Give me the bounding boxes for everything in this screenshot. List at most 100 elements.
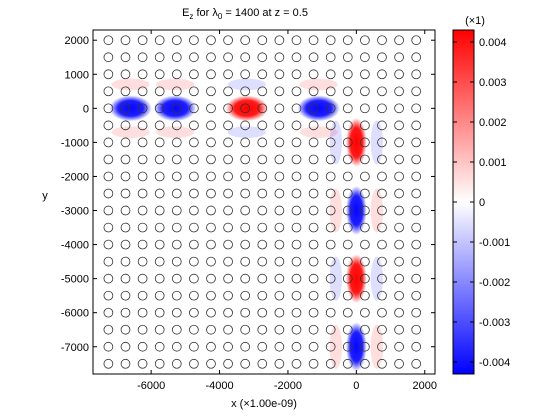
lattice-hole (394, 307, 404, 318)
lattice-hole (137, 290, 148, 301)
lattice-hole (154, 120, 165, 131)
lattice-hole (274, 239, 285, 250)
lattice-hole (325, 307, 336, 318)
lattice-hole (171, 256, 182, 267)
x-axis-label: x (×1.00e-09) (231, 398, 297, 410)
lattice-hole (360, 120, 370, 131)
colorbar-ticks: 0.004 0.003 0.002 0.001 0 -0.001 -0.002 -0.003 -… (453, 37, 510, 369)
lattice-hole (308, 120, 319, 131)
lattice-hole (257, 205, 268, 216)
lattice-hole (342, 256, 353, 267)
lattice-hole (206, 341, 216, 352)
lattice-hole (206, 188, 216, 199)
lattice-hole (103, 188, 114, 199)
chart-title: Ez for λ0 = 1400 at z = 0.5 (182, 7, 308, 21)
lattice-hole (411, 324, 422, 335)
lattice-hole (206, 171, 216, 182)
lattice-hole (377, 324, 387, 335)
lattice-hole (240, 188, 251, 199)
lattice-hole (274, 324, 285, 335)
lattice-hole (257, 154, 268, 165)
lattice-hole (360, 171, 370, 182)
lattice-layer (103, 35, 422, 369)
lattice-hole (308, 69, 319, 80)
lattice-hole (120, 171, 131, 182)
lattice-hole (223, 69, 233, 80)
lattice-hole (394, 154, 404, 165)
lattice-hole (325, 188, 336, 199)
lattice-hole (360, 341, 370, 352)
lattice-hole (360, 222, 370, 233)
colorbar-tick-label: -0.002 (479, 277, 510, 289)
title-sub2: 0 (218, 12, 223, 21)
y-tick-label: 0 (83, 103, 89, 115)
lattice-hole (137, 239, 148, 250)
lattice-hole (189, 154, 199, 165)
lattice-hole (274, 188, 285, 199)
lattice-hole (377, 290, 387, 301)
lattice-hole (325, 222, 336, 233)
lattice-hole (360, 188, 370, 199)
lattice-hole (411, 120, 422, 131)
lattice-hole (103, 137, 114, 148)
lattice-hole (411, 222, 422, 233)
lattice-hole (360, 52, 370, 63)
lattice-hole (189, 273, 199, 284)
lattice-hole (171, 307, 182, 318)
lattice-hole (342, 188, 353, 199)
lattice-hole (377, 273, 387, 284)
lattice-hole (120, 205, 131, 216)
lattice-hole (240, 86, 251, 97)
lattice-hole (394, 273, 404, 284)
lattice-hole (360, 239, 370, 250)
lattice-hole (120, 222, 131, 233)
lattice-hole (257, 103, 268, 114)
lattice-hole (325, 290, 336, 301)
colorbar: (×1) 0.004 0.003 0.002 0.001 0 -0.001 -0.002 -0… (452, 15, 510, 375)
lattice-hole (206, 120, 216, 131)
lattice-hole (360, 205, 370, 216)
lattice-hole (257, 273, 268, 284)
lattice-hole (394, 137, 404, 148)
lattice-hole (103, 205, 114, 216)
lattice-hole (411, 188, 422, 199)
x-tick-label: 2000 (412, 380, 436, 392)
lattice-hole (377, 188, 387, 199)
lattice-hole (308, 35, 319, 46)
lattice-hole (342, 290, 353, 301)
lattice-hole (103, 52, 114, 63)
lattice-hole (308, 86, 319, 97)
lattice-hole (274, 290, 285, 301)
lattice-hole (394, 171, 404, 182)
field-side-band (155, 126, 195, 139)
lattice-hole (377, 103, 387, 114)
lattice-hole (377, 205, 387, 216)
lattice-hole (103, 86, 114, 97)
lattice-hole (206, 307, 216, 318)
colorbar-tick-label: 0.001 (479, 157, 507, 169)
lattice-hole (411, 239, 422, 250)
lattice-hole (103, 324, 114, 335)
lattice-hole (189, 239, 199, 250)
lattice-hole (103, 273, 114, 284)
lattice-hole (240, 239, 251, 250)
lattice-hole (291, 86, 302, 97)
lattice-hole (171, 154, 182, 165)
lattice-hole (394, 290, 404, 301)
field-side-band (370, 256, 384, 301)
lattice-hole (223, 273, 233, 284)
plot-frame (92, 29, 436, 375)
lattice-hole (103, 256, 114, 267)
field-side-band (329, 188, 342, 233)
lattice-hole (325, 324, 336, 335)
lattice-hole (154, 324, 165, 335)
lattice-hole (325, 69, 336, 80)
lattice-hole (223, 35, 233, 46)
lattice-hole (171, 86, 182, 97)
y-axis: 2000 1000 0 -1000 -2000 -3000 -4000 -5000 -6000 -… (61, 35, 435, 354)
lattice-hole (137, 35, 148, 46)
lattice-hole (394, 341, 404, 352)
lattice-hole (189, 86, 199, 97)
lattice-hole (137, 222, 148, 233)
lattice-hole (137, 103, 148, 114)
